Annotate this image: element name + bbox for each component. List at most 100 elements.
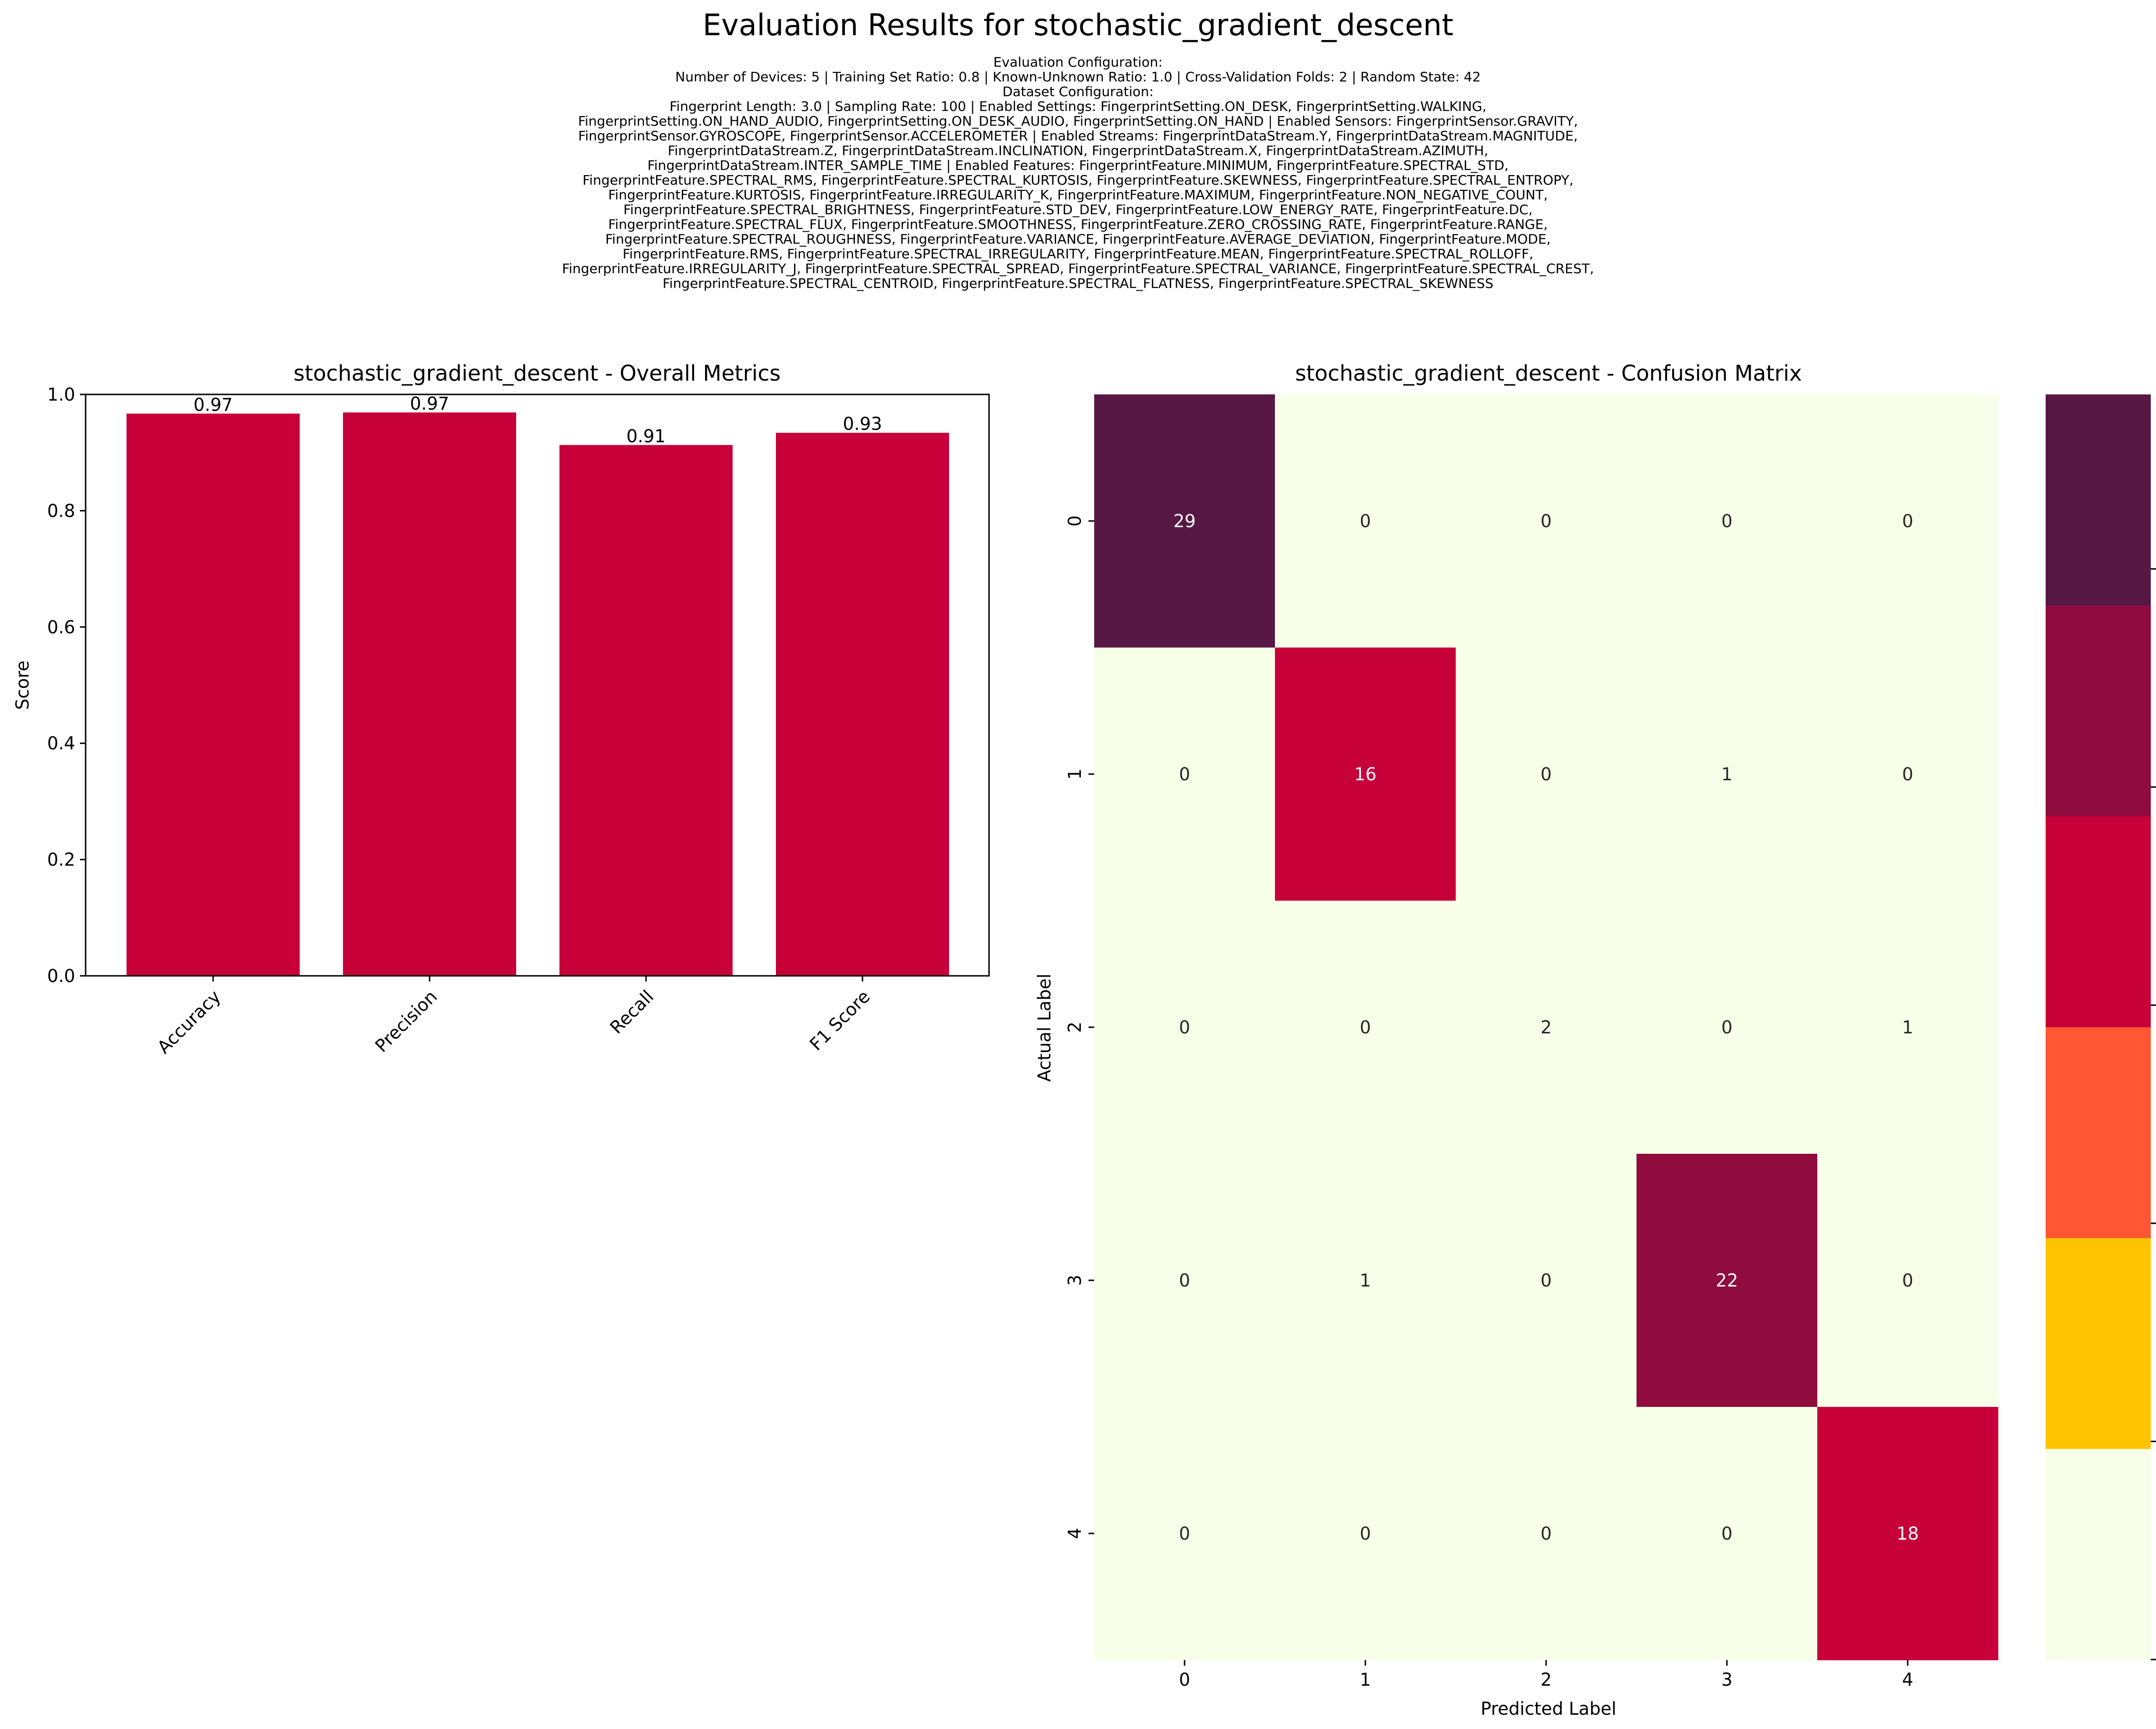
heatmap-cell bbox=[1094, 394, 1275, 648]
y-tick-label: 1 bbox=[1065, 768, 1085, 780]
heatmap-cell bbox=[1456, 394, 1637, 648]
bar-value-label: 0.93 bbox=[843, 414, 882, 434]
colorbar-segment bbox=[2046, 1448, 2151, 1660]
x-tick-label: 3 bbox=[1721, 1670, 1733, 1690]
heatmap-cell bbox=[1094, 1407, 1275, 1660]
heatmap-cell-value: 0 bbox=[1721, 1523, 1733, 1544]
x-tick-label: Recall bbox=[606, 986, 657, 1038]
config-line: FingerprintSensor.GYROSCOPE, Fingerprint… bbox=[578, 128, 1578, 144]
x-tick-label: 1 bbox=[1360, 1670, 1371, 1690]
config-line: Fingerprint Length: 3.0 | Sampling Rate:… bbox=[669, 98, 1486, 114]
heatmap-cell bbox=[1275, 901, 1456, 1154]
heatmap-cell-value: 0 bbox=[1179, 1017, 1190, 1038]
config-line: Number of Devices: 5 | Training Set Rati… bbox=[675, 69, 1480, 85]
heatmap-cell bbox=[1637, 1154, 1818, 1407]
heatmap-cell-value: 0 bbox=[1360, 1523, 1371, 1544]
heatmap-cell bbox=[1637, 901, 1818, 1154]
heatmap-cell-value: 0 bbox=[1360, 511, 1371, 531]
bar-f1-score bbox=[776, 432, 949, 976]
heatmap-cell bbox=[1817, 1407, 1999, 1660]
colorbar-segment bbox=[2046, 1027, 2151, 1238]
y-tick-label: 0.2 bbox=[47, 850, 75, 870]
heatmap-cell-value: 1 bbox=[1360, 1270, 1371, 1291]
heatmap-cell bbox=[1456, 1407, 1637, 1660]
heatmap-cell bbox=[1637, 648, 1818, 901]
heatmap-cell bbox=[1275, 648, 1456, 901]
colorbar-segment bbox=[2046, 394, 2151, 606]
y-tick-label: 0 bbox=[1065, 515, 1085, 527]
figure-title: Evaluation Results for stochastic_gradie… bbox=[703, 8, 1453, 42]
heatmap-cell bbox=[1094, 648, 1275, 901]
config-line: FingerprintDataStream.INTER_SAMPLE_TIME … bbox=[647, 157, 1509, 173]
y-tick-label: 0.0 bbox=[47, 966, 75, 986]
heatmap-cell-value: 16 bbox=[1354, 764, 1376, 785]
y-tick-label: 0.8 bbox=[47, 501, 75, 521]
confusion-matrix-chart: stochastic_gradient_descent - Confusion … bbox=[1034, 361, 2156, 1719]
heatmap-cell bbox=[1817, 394, 1999, 648]
bar-chart-title: stochastic_gradient_descent - Overall Me… bbox=[294, 361, 781, 386]
heatmap-cell-value: 1 bbox=[1721, 764, 1733, 785]
heatmap-cell-value: 0 bbox=[1540, 1523, 1552, 1544]
config-line: FingerprintFeature.KURTOSIS, Fingerprint… bbox=[608, 187, 1548, 203]
x-tick-label: 0 bbox=[1179, 1670, 1190, 1690]
heatmap-cell-value: 0 bbox=[1721, 511, 1733, 531]
bar-value-label: 0.91 bbox=[627, 426, 666, 446]
bar-accuracy bbox=[127, 413, 300, 976]
heatmap-cell-value: 1 bbox=[1902, 1017, 1913, 1038]
y-tick-label: 2 bbox=[1065, 1022, 1085, 1033]
heatmap-cell bbox=[1275, 1154, 1456, 1407]
colorbar-segment bbox=[2046, 816, 2151, 1027]
y-tick-label: 1.0 bbox=[47, 384, 75, 405]
x-tick-label: 2 bbox=[1540, 1670, 1552, 1690]
configuration-text: Evaluation Configuration:Number of Devic… bbox=[562, 54, 1594, 291]
heatmap-cell bbox=[1275, 1407, 1456, 1660]
y-tick-label: 0.4 bbox=[47, 733, 75, 754]
heatmap-cell-value: 2 bbox=[1540, 1017, 1552, 1038]
config-line: FingerprintFeature.SPECTRAL_RMS, Fingerp… bbox=[582, 172, 1573, 188]
heatmap-cell-value: 0 bbox=[1360, 1017, 1371, 1038]
heatmap-cell-value: 0 bbox=[1902, 1270, 1913, 1291]
x-tick-label: Precision bbox=[371, 986, 441, 1056]
x-tick-label: F1 Score bbox=[806, 986, 874, 1055]
heatmap-title: stochastic_gradient_descent - Confusion … bbox=[1295, 361, 1802, 386]
config-line: FingerprintFeature.SPECTRAL_CENTROID, Fi… bbox=[663, 275, 1494, 291]
config-line: FingerprintSetting.ON_HAND_AUDIO, Finger… bbox=[578, 113, 1578, 129]
heatmap-cell bbox=[1094, 901, 1275, 1154]
heatmap-xlabel: Predicted Label bbox=[1480, 1699, 1616, 1719]
heatmap-cell-value: 29 bbox=[1173, 511, 1196, 531]
heatmap-cell-value: 0 bbox=[1179, 764, 1190, 785]
heatmap-cell bbox=[1456, 901, 1637, 1154]
y-tick-label: 0.6 bbox=[47, 617, 75, 638]
heatmap-cell-value: 22 bbox=[1715, 1270, 1738, 1291]
config-line: Dataset Configuration: bbox=[1002, 84, 1154, 99]
bar-recall bbox=[559, 445, 733, 976]
colorbar-segment bbox=[2046, 1238, 2151, 1449]
heatmap-cell bbox=[1817, 1154, 1999, 1407]
y-tick-label: 3 bbox=[1065, 1275, 1085, 1286]
heatmap-cell-value: 0 bbox=[1179, 1270, 1190, 1291]
heatmap-cell-value: 0 bbox=[1540, 764, 1552, 785]
bar-value-label: 0.97 bbox=[194, 394, 233, 415]
x-tick-label: Accuracy bbox=[154, 986, 225, 1058]
bar-chart-frame bbox=[85, 393, 990, 977]
colorbar bbox=[2046, 394, 2151, 1660]
heatmap-cell bbox=[1456, 648, 1637, 901]
bar-precision bbox=[343, 412, 516, 976]
config-line: Evaluation Configuration: bbox=[993, 54, 1163, 70]
config-line: FingerprintFeature.SPECTRAL_ROUGHNESS, F… bbox=[605, 231, 1550, 247]
heatmap-cell bbox=[1456, 1154, 1637, 1407]
heatmap-cell bbox=[1275, 394, 1456, 648]
config-line: FingerprintFeature.SPECTRAL_BRIGHTNESS, … bbox=[623, 202, 1532, 217]
config-line: FingerprintFeature.RMS, FingerprintFeatu… bbox=[623, 246, 1534, 262]
heatmap-cell-value: 0 bbox=[1721, 1017, 1733, 1038]
overall-metrics-chart: stochastic_gradient_descent - Overall Me… bbox=[12, 361, 990, 1058]
heatmap-cell-value: 0 bbox=[1902, 764, 1913, 785]
heatmap-cell-value: 0 bbox=[1540, 511, 1552, 531]
config-line: FingerprintFeature.IRREGULARITY_J, Finge… bbox=[562, 261, 1594, 276]
heatmap-cell bbox=[1637, 394, 1818, 648]
heatmap-cell-value: 0 bbox=[1540, 1270, 1552, 1291]
x-tick-label: 4 bbox=[1902, 1670, 1913, 1690]
colorbar-segment bbox=[2046, 605, 2151, 816]
config-line: FingerprintDataStream.Z, FingerprintData… bbox=[668, 143, 1489, 158]
